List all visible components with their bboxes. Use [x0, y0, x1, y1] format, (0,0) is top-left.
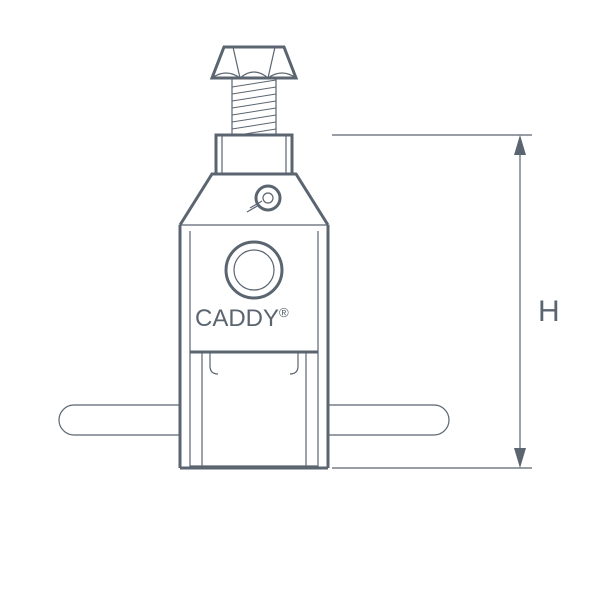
brand-text: CADDY: [195, 305, 279, 332]
technical-drawing: [0, 0, 600, 600]
diagram-canvas: { "diagram": { "type": "engineering-line…: [0, 0, 600, 600]
dimension-label-H: H: [538, 295, 560, 329]
registered-mark: ®: [279, 305, 289, 320]
brand-label: CADDY®: [195, 305, 289, 333]
